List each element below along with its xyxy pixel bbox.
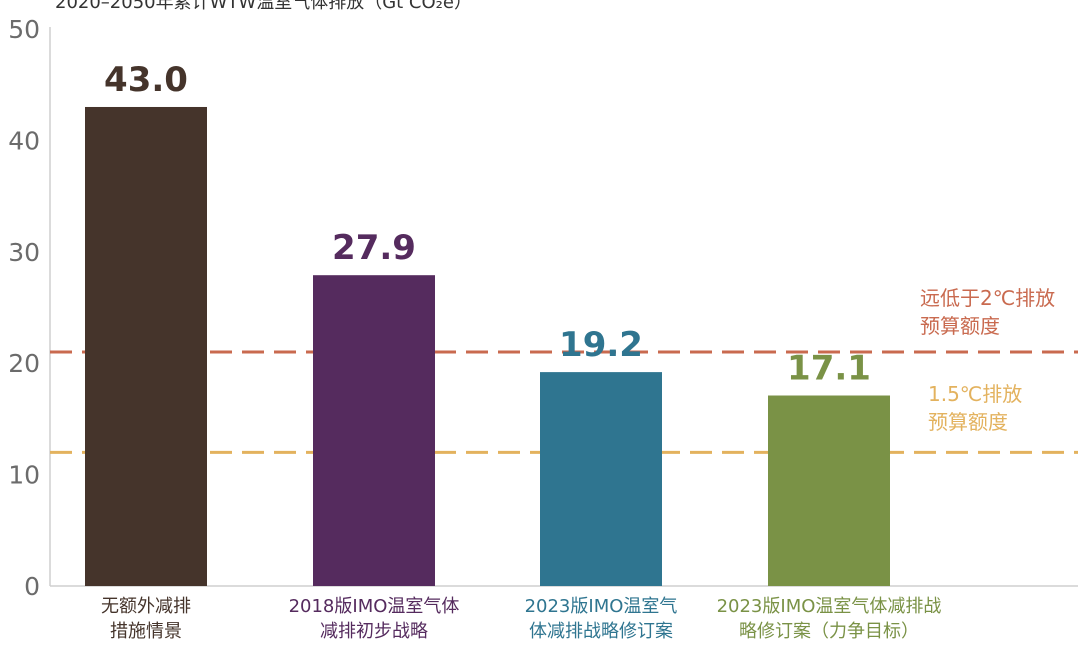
y-tick-label: 30 [8,238,40,267]
category-label: 2018版IMO温室气体 [289,596,460,617]
category-label: 体减排战略修订案 [529,621,673,642]
bar [768,395,890,586]
reference-line-label: 远低于2℃排放 [920,286,1055,310]
bar-value-label: 19.2 [559,325,643,365]
y-tick-label: 0 [24,572,40,601]
chart-title: 2020–2050年累计WTW温室气体排放（Gt CO₂e） [55,0,472,13]
y-tick-label: 50 [8,15,40,44]
y-tick-label: 20 [8,349,40,378]
reference-line-label: 预算额度 [920,314,1000,338]
category-label: 减排初步战略 [320,621,428,642]
category-label: 无额外减排 [101,596,191,617]
reference-line-label: 预算额度 [928,410,1008,434]
bar-value-label: 27.9 [332,228,416,268]
y-tick-label: 10 [8,461,40,490]
category-label: 2023版IMO温室气体减排战 [717,596,942,617]
category-label: 措施情景 [110,621,182,642]
bar-value-label: 17.1 [787,349,871,389]
bar [85,106,207,586]
reference-line-label: 1.5℃排放 [928,382,1022,406]
bar [313,275,435,586]
bar [540,372,662,586]
y-tick-label: 40 [8,126,40,155]
category-label: 略修订案（力争目标） [739,621,919,642]
bar-value-label: 43.0 [104,60,188,100]
category-label: 2023版IMO温室气 [525,596,678,617]
